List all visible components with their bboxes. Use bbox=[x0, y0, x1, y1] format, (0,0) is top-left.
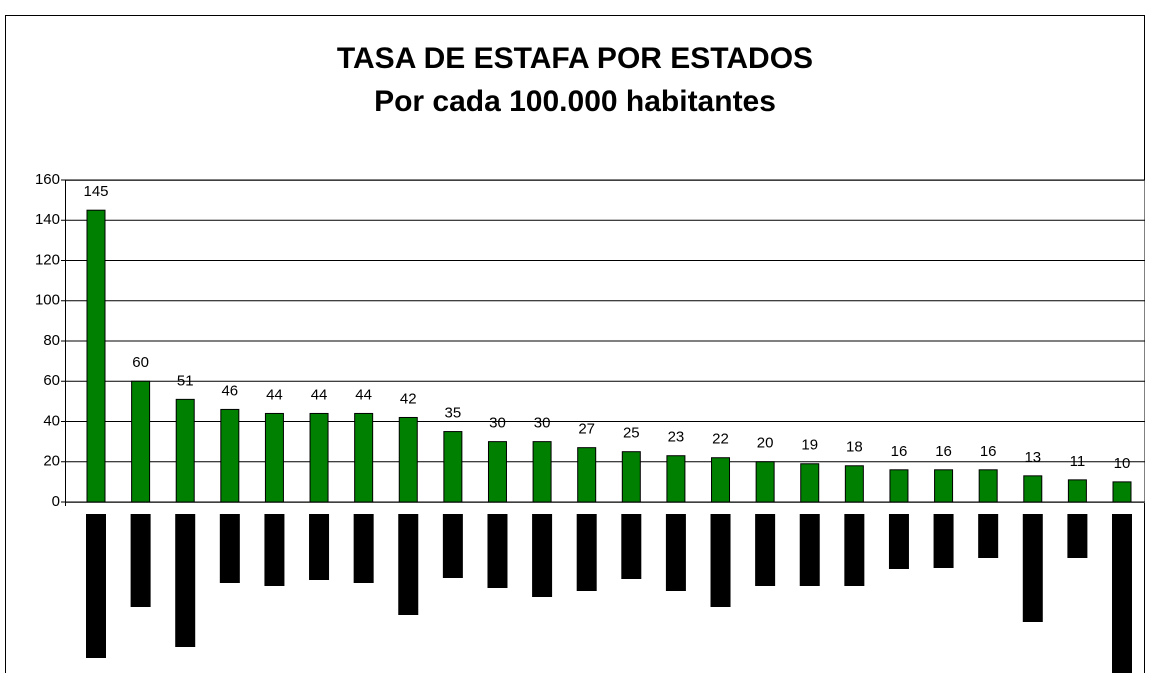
y-tick-label: 20 bbox=[43, 453, 60, 470]
data-label: 11 bbox=[1070, 453, 1086, 470]
data-label: 20 bbox=[757, 435, 774, 452]
data-label: 16 bbox=[891, 443, 908, 460]
bar bbox=[264, 412, 284, 503]
redacted-label bbox=[665, 514, 686, 591]
bar bbox=[175, 398, 195, 503]
data-label: 44 bbox=[311, 386, 328, 403]
bar bbox=[666, 455, 686, 503]
data-label: 35 bbox=[445, 405, 462, 422]
bar bbox=[443, 431, 463, 503]
redacted-label bbox=[1067, 514, 1088, 558]
data-label: 44 bbox=[266, 386, 283, 403]
bar bbox=[800, 463, 820, 503]
chart-subtitle: Por cada 100.000 habitantes bbox=[374, 85, 776, 118]
redacted-label bbox=[1022, 514, 1043, 622]
y-tick-label: 100 bbox=[35, 292, 60, 309]
redacted-label bbox=[755, 514, 776, 586]
redacted-label bbox=[487, 514, 508, 588]
bar bbox=[889, 469, 909, 503]
bar bbox=[354, 412, 374, 503]
data-label: 51 bbox=[177, 372, 194, 389]
data-label: 23 bbox=[668, 429, 685, 446]
y-tick-label: 80 bbox=[43, 332, 60, 349]
bar bbox=[577, 447, 597, 503]
data-label: 44 bbox=[355, 386, 372, 403]
redacted-label bbox=[175, 514, 196, 647]
data-label: 30 bbox=[534, 415, 551, 432]
redacted-label bbox=[888, 514, 909, 569]
y-tick-label: 40 bbox=[43, 412, 60, 429]
bar bbox=[755, 461, 775, 503]
y-tick-label: 160 bbox=[35, 171, 60, 188]
bar bbox=[621, 451, 641, 503]
redacted-label bbox=[264, 514, 285, 586]
data-label: 22 bbox=[712, 431, 729, 448]
data-label: 10 bbox=[1114, 455, 1131, 472]
data-label: 16 bbox=[935, 443, 952, 460]
data-label: 60 bbox=[132, 354, 149, 371]
redacted-label bbox=[621, 514, 642, 579]
y-tick-label: 140 bbox=[35, 211, 60, 228]
redacted-label bbox=[532, 514, 553, 597]
redacted-label bbox=[398, 514, 419, 615]
bar bbox=[309, 412, 329, 503]
redacted-label bbox=[978, 514, 999, 558]
data-label: 16 bbox=[980, 443, 997, 460]
redacted-label bbox=[844, 514, 865, 586]
data-label: 46 bbox=[221, 382, 238, 399]
data-label: 13 bbox=[1024, 449, 1041, 466]
bar bbox=[86, 209, 106, 503]
bar bbox=[978, 469, 998, 503]
data-label: 27 bbox=[578, 421, 595, 438]
bar bbox=[398, 416, 418, 503]
bar bbox=[844, 465, 864, 503]
redacted-label bbox=[576, 514, 597, 591]
redacted-label bbox=[130, 514, 151, 607]
data-label: 42 bbox=[400, 390, 417, 407]
y-tick-label: 0 bbox=[52, 493, 60, 510]
redacted-label bbox=[353, 514, 374, 583]
redacted-label bbox=[1112, 514, 1132, 673]
bar bbox=[1023, 475, 1043, 503]
bar bbox=[487, 441, 507, 503]
y-tick-label: 60 bbox=[43, 372, 60, 389]
redacted-label bbox=[309, 514, 330, 580]
data-label: 30 bbox=[489, 415, 506, 432]
redacted-label bbox=[219, 514, 240, 583]
chart-title: TASA DE ESTAFA POR ESTADOS bbox=[337, 42, 813, 75]
bar bbox=[711, 457, 731, 503]
data-label: 18 bbox=[846, 439, 863, 456]
bar bbox=[220, 408, 240, 503]
redacted-label bbox=[710, 514, 731, 607]
redacted-label bbox=[799, 514, 820, 586]
data-label: 145 bbox=[83, 183, 108, 200]
bar bbox=[1112, 481, 1132, 503]
bar bbox=[1067, 479, 1087, 503]
bar bbox=[934, 469, 954, 503]
bar bbox=[131, 380, 151, 503]
redacted-label bbox=[442, 514, 463, 578]
bar bbox=[532, 441, 552, 503]
data-label: 25 bbox=[623, 425, 640, 442]
redacted-label bbox=[933, 514, 954, 568]
y-tick-label: 120 bbox=[35, 251, 60, 268]
data-label: 19 bbox=[801, 437, 818, 454]
redacted-label bbox=[86, 514, 106, 658]
